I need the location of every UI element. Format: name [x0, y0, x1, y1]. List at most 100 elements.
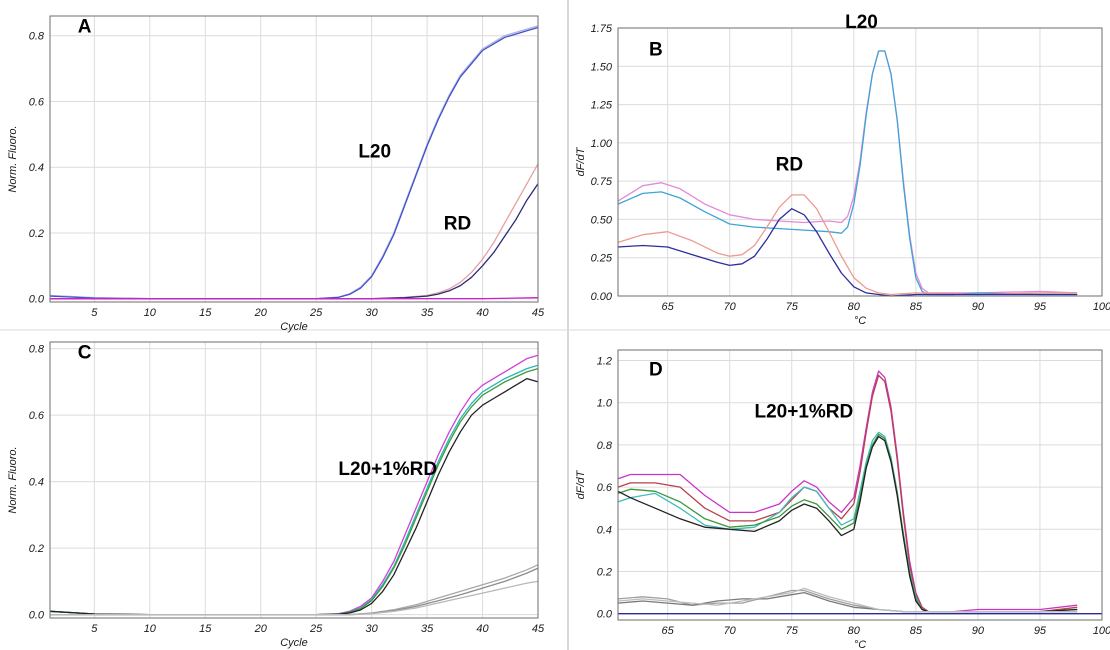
x-tick-label: 5: [91, 307, 98, 319]
x-tick-label: 20: [254, 307, 268, 319]
series-line-1: [49, 354, 539, 616]
panel-letter: A: [78, 16, 92, 37]
x-axis-label: °C: [854, 315, 866, 327]
y-tick-label: 0.0: [597, 609, 613, 621]
y-tick-label: 1.00: [591, 138, 613, 150]
curve-annotation: RD: [776, 154, 803, 175]
plot-frame: [49, 15, 539, 303]
chart-panel-d: 65 70 75 80 85 90 95 100 0.0 0.2 0.4 0.6 0.8 1.0 1.2 °C…: [575, 349, 1110, 650]
curve-annotation: L20: [358, 141, 391, 162]
series-line-3: [617, 431, 1078, 613]
y-tick-label: 0.50: [591, 214, 613, 226]
series-line-8: [617, 587, 1078, 613]
series-line-5: [50, 297, 539, 300]
x-tick-label: 15: [199, 307, 212, 319]
y-axis-label: Norm. Fluoro.: [7, 446, 19, 513]
x-tick-label: 40: [476, 623, 489, 635]
series-line-4: [617, 433, 1078, 613]
y-tick-label: 0.00: [591, 291, 613, 303]
x-tick-label: 25: [309, 307, 323, 319]
x-tick-label: 40: [476, 307, 489, 319]
curve-annotation: L20: [845, 12, 878, 33]
x-tick-label: 30: [366, 623, 379, 635]
series-line-4: [49, 377, 539, 616]
series-line-2: [617, 50, 1078, 296]
x-tick-label: 80: [848, 301, 861, 313]
panel-letter: D: [649, 359, 663, 380]
y-tick-label: 0.2: [29, 543, 44, 555]
y-tick-label: 0.25: [591, 253, 613, 265]
series-line-4: [617, 208, 1078, 297]
x-axis-label: Cycle: [280, 637, 308, 649]
x-tick-label: 45: [532, 307, 545, 319]
chart-panel-b: 65 70 75 80 85 90 95 100 0.00 0.25 0.50 0.75 1.00 1.2…: [575, 12, 1110, 327]
y-tick-label: 0.4: [29, 477, 44, 489]
y-tick-label: 0.8: [29, 344, 45, 356]
y-tick-label: 0.8: [29, 31, 45, 43]
series-line-6: [50, 567, 539, 616]
x-axis-label: Cycle: [280, 321, 308, 333]
x-tick-label: 90: [972, 301, 985, 313]
x-axis-label: °C: [854, 639, 866, 650]
y-tick-label: 0.4: [29, 162, 44, 174]
curve-annotation: RD: [444, 214, 471, 235]
curve-annotation: L20+1%RD: [755, 402, 854, 423]
x-tick-label: 70: [724, 625, 737, 637]
x-tick-label: 70: [724, 301, 737, 313]
x-tick-label: 25: [309, 623, 323, 635]
y-axis-label: dF/dT: [575, 146, 587, 176]
x-tick-label: 65: [662, 625, 675, 637]
series-line-2: [49, 364, 539, 616]
x-tick-label: 10: [144, 623, 157, 635]
x-tick-label: 20: [254, 623, 268, 635]
x-tick-label: 85: [910, 301, 923, 313]
x-tick-label: 45: [532, 623, 545, 635]
y-tick-label: 0.8: [597, 440, 613, 452]
y-tick-label: 0.4: [597, 524, 612, 536]
panel-letter: B: [649, 40, 663, 61]
y-tick-label: 0.0: [29, 294, 45, 306]
y-tick-label: 0.6: [29, 410, 45, 422]
series-line-4: [50, 183, 539, 300]
x-tick-label: 90: [972, 625, 985, 637]
series-line-3: [617, 194, 1078, 296]
x-tick-label: 15: [199, 623, 212, 635]
series-line-1: [617, 50, 1078, 294]
y-tick-label: 0.2: [597, 566, 612, 578]
x-tick-label: 95: [1034, 625, 1047, 637]
y-tick-label: 1.0: [597, 398, 613, 410]
x-tick-label: 75: [786, 625, 799, 637]
series-line-1: [49, 25, 539, 300]
y-axis-label: Norm. Fluoro.: [7, 125, 19, 192]
x-tick-label: 5: [91, 623, 98, 635]
chart-panel-c: 5 10 15 20 25 30 35 40 45 0.0 0.2 0.4 0.6 0.8 Cycle Nor…: [7, 341, 545, 649]
x-tick-label: 100: [1093, 301, 1110, 313]
x-tick-label: 35: [421, 623, 434, 635]
x-tick-label: 75: [786, 301, 799, 313]
y-tick-label: 0.0: [29, 610, 45, 622]
chart-panel-a: 5 10 15 20 25 30 35 40 45 0.0 0.2 0.4 0.6 0.8 Cycle Nor…: [7, 15, 545, 333]
x-tick-label: 80: [848, 625, 861, 637]
plot-frame: [617, 349, 1103, 621]
x-tick-label: 30: [366, 307, 379, 319]
x-tick-label: 85: [910, 625, 923, 637]
x-tick-label: 10: [144, 307, 157, 319]
x-tick-label: 35: [421, 307, 434, 319]
x-tick-label: 95: [1034, 301, 1047, 313]
series-line-5: [50, 564, 539, 616]
series-line-2: [49, 26, 539, 300]
y-tick-label: 1.75: [591, 23, 613, 35]
y-tick-label: 1.50: [591, 61, 613, 73]
panel-letter: C: [78, 343, 92, 364]
series-line-2: [617, 374, 1078, 613]
series-line-7: [50, 580, 539, 616]
y-tick-label: 0.6: [597, 482, 613, 494]
plot-frame: [617, 27, 1103, 297]
plot-frame: [49, 341, 539, 619]
y-tick-label: 1.25: [591, 100, 613, 112]
y-tick-label: 0.75: [591, 176, 613, 188]
x-tick-label: 65: [662, 301, 675, 313]
y-axis-label: dF/dT: [575, 469, 587, 499]
series-line-5: [617, 435, 1078, 613]
